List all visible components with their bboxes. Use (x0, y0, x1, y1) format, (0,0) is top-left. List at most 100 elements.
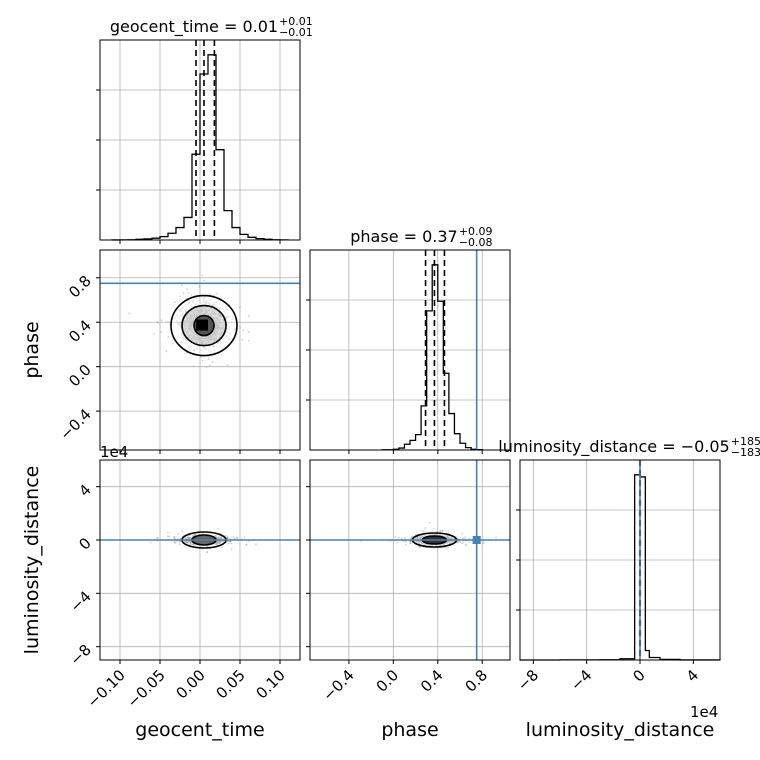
x-tick-label: 0.0 (373, 666, 403, 696)
scatter-point (217, 536, 220, 538)
scatter-point (234, 328, 237, 330)
panel-frame (309, 249, 511, 451)
scatter-point (191, 543, 194, 546)
scatter-point (218, 540, 220, 543)
scatter-point (172, 536, 175, 539)
scatter-point (156, 537, 159, 539)
scatter-point (409, 541, 412, 543)
scatter-point (196, 347, 198, 350)
scatter-point (178, 541, 181, 544)
scatter-point (482, 542, 485, 545)
scatter-point (450, 540, 453, 543)
scatter-point (179, 315, 182, 317)
scatter-point (202, 298, 205, 301)
scatter-point (404, 537, 406, 540)
scatter-point (165, 350, 168, 353)
scatter-point (185, 542, 188, 544)
scatter-point (461, 532, 464, 535)
scatter-point (226, 316, 229, 319)
scatter-point (186, 541, 189, 543)
scatter-point (448, 540, 451, 543)
y-exponent-label: 1e4 (100, 443, 128, 461)
scatter-point (168, 535, 171, 538)
scatter-point (219, 540, 222, 543)
scatter-point (188, 537, 191, 540)
scatter-point (224, 305, 227, 308)
scatter-point (227, 338, 230, 340)
title-lower-error: −0.01 (279, 26, 313, 39)
scatter-point (177, 322, 180, 325)
scatter-point (421, 529, 423, 532)
scatter-point (180, 334, 183, 337)
scatter-point (209, 299, 211, 302)
scatter-point (179, 295, 182, 298)
scatter-point (215, 535, 218, 538)
scatter-point (178, 317, 181, 319)
scatter-point (179, 537, 182, 540)
scatter-point (217, 541, 220, 543)
scatter-point (417, 540, 420, 543)
scatter-point (419, 540, 421, 543)
scatter-point (239, 306, 241, 308)
scatter-point (432, 547, 435, 550)
scatter-point (185, 541, 188, 543)
scatter-point (448, 540, 451, 543)
scatter-point (462, 541, 465, 544)
scatter-point (199, 301, 202, 304)
scatter-point (189, 536, 192, 539)
scatter-point (185, 540, 188, 543)
scatter-point (206, 545, 208, 548)
scatter-point (446, 542, 449, 545)
scatter-point (214, 534, 216, 537)
scatter-point (438, 533, 441, 536)
scatter-point (156, 321, 159, 324)
scatter-point (214, 542, 217, 545)
scatter-point (216, 542, 218, 545)
scatter-point (405, 543, 407, 546)
scatter-point (218, 536, 221, 538)
scatter-point (188, 540, 190, 543)
diag-panel-luminosity-distance (516, 459, 721, 664)
scatter-point (231, 316, 234, 319)
scatter-point (424, 543, 427, 546)
x-tick-label: 0.05 (212, 666, 248, 702)
scatter-point (209, 351, 212, 354)
scatter-point (220, 536, 223, 538)
scatter-point (429, 544, 432, 547)
scatter-point (218, 541, 221, 544)
panel-frame (519, 459, 721, 661)
scatter-point (438, 534, 441, 536)
scatter-point (420, 537, 423, 540)
grid (310, 250, 510, 450)
y-tick-label: 0.0 (65, 361, 95, 391)
scatter-point (448, 540, 451, 543)
scatter-point (220, 535, 223, 538)
scatter-point (167, 531, 169, 534)
scatter-point (219, 541, 222, 544)
scatter-point (207, 358, 210, 360)
scatter-point (191, 543, 194, 546)
scatter-point (417, 540, 420, 543)
scatter-point (178, 323, 181, 326)
y-tick-label: −8 (66, 641, 94, 669)
scatter-point (410, 536, 413, 539)
scatter-point (219, 537, 222, 540)
scatter-point (181, 307, 184, 310)
scatter-point (189, 542, 192, 544)
scatter-point (226, 536, 228, 539)
scatter-point (178, 321, 181, 324)
scatter-point (239, 326, 241, 329)
scatter-point (229, 540, 232, 543)
scatter-point (215, 292, 218, 295)
scatter-point (448, 536, 451, 539)
scatter-point (230, 321, 233, 323)
scatter-point (219, 540, 222, 543)
scatter-point (223, 337, 226, 340)
scatter-point (448, 537, 450, 539)
scatter-point (220, 537, 222, 539)
scatter-point (204, 347, 207, 350)
scatter-point (174, 542, 177, 545)
scatter-point (188, 543, 191, 546)
scatter-point (193, 544, 196, 547)
scatter-point (218, 537, 221, 540)
